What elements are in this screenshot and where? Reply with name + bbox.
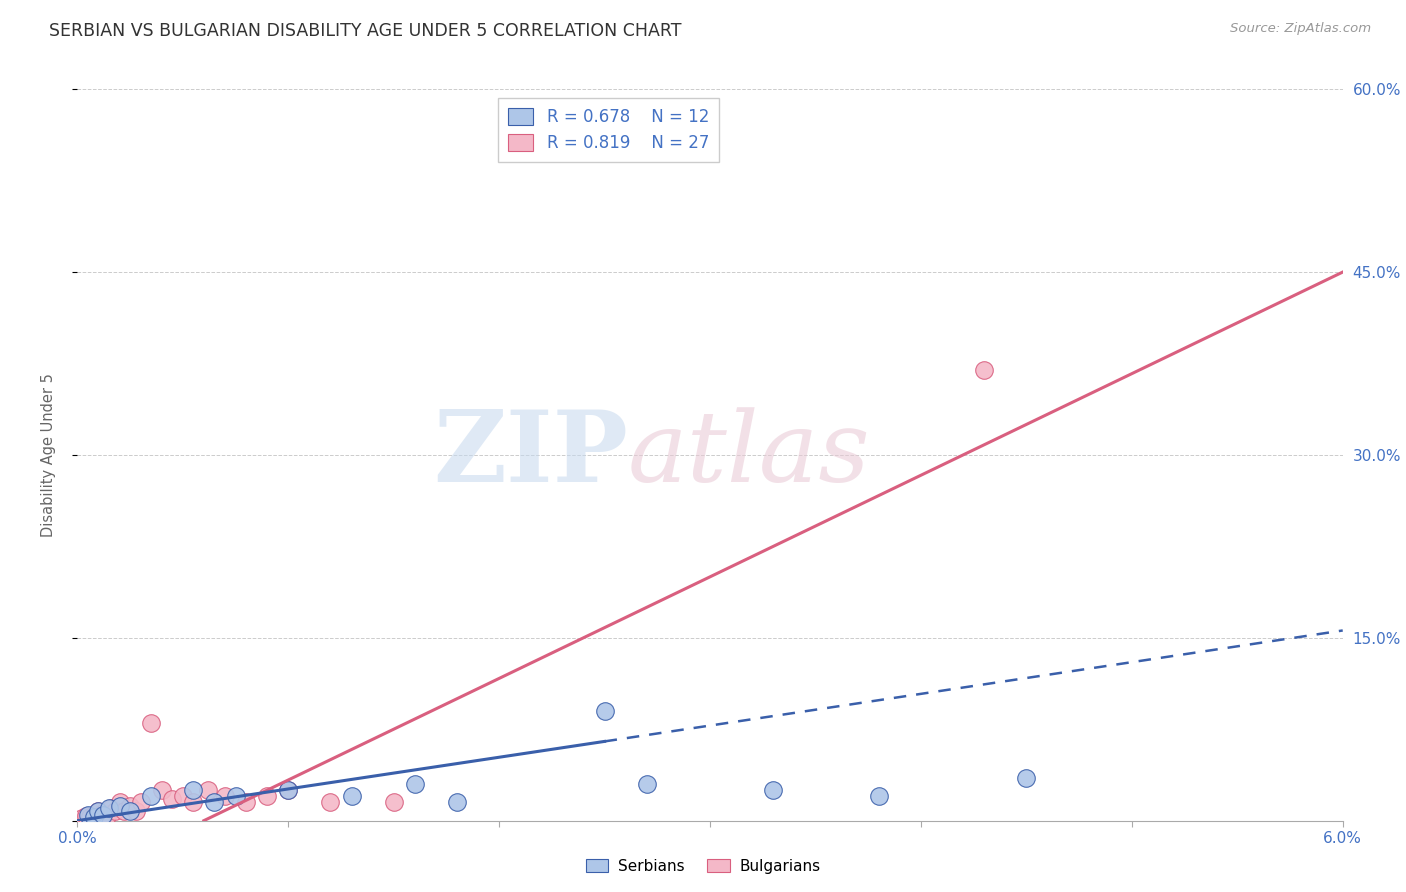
- Point: [70, 811, 93, 825]
- Point: [183, 796, 205, 810]
- Point: [404, 777, 426, 791]
- Point: [256, 789, 278, 804]
- Point: [172, 789, 194, 804]
- Point: [150, 783, 173, 797]
- Point: [96, 809, 118, 823]
- Point: [183, 783, 205, 797]
- Point: [446, 796, 468, 810]
- Point: [340, 789, 363, 804]
- Point: [98, 801, 120, 815]
- Point: [762, 783, 785, 797]
- Text: Source: ZipAtlas.com: Source: ZipAtlas.com: [1230, 22, 1371, 36]
- Point: [319, 796, 342, 810]
- Point: [83, 807, 105, 822]
- Point: [197, 783, 219, 797]
- Point: [120, 804, 141, 818]
- Point: [129, 796, 152, 810]
- Point: [868, 789, 890, 804]
- Point: [204, 796, 226, 810]
- Point: [100, 801, 122, 815]
- Point: [87, 804, 110, 818]
- Point: [104, 804, 127, 818]
- Legend: R = 0.678    N = 12, R = 0.819    N = 27: R = 0.678 N = 12, R = 0.819 N = 27: [499, 97, 718, 162]
- Point: [636, 777, 658, 791]
- Point: [125, 804, 148, 818]
- Point: [112, 804, 135, 818]
- Point: [108, 796, 131, 810]
- Point: [75, 809, 97, 823]
- Point: [593, 704, 616, 718]
- Point: [141, 789, 163, 804]
- Point: [83, 810, 105, 824]
- Point: [91, 807, 114, 822]
- Point: [277, 783, 299, 797]
- Point: [79, 810, 101, 824]
- Legend: Serbians, Bulgarians: Serbians, Bulgarians: [579, 853, 827, 880]
- Point: [973, 362, 995, 376]
- Point: [214, 789, 236, 804]
- Y-axis label: Disability Age Under 5: Disability Age Under 5: [42, 373, 56, 537]
- Point: [76, 807, 98, 822]
- Text: SERBIAN VS BULGARIAN DISABILITY AGE UNDER 5 CORRELATION CHART: SERBIAN VS BULGARIAN DISABILITY AGE UNDE…: [49, 22, 682, 40]
- Point: [141, 716, 163, 731]
- Point: [108, 799, 131, 814]
- Text: ZIP: ZIP: [433, 407, 628, 503]
- Point: [235, 796, 257, 810]
- Point: [277, 783, 299, 797]
- Point: [120, 799, 141, 814]
- Point: [87, 804, 110, 818]
- Point: [91, 806, 114, 821]
- Point: [225, 789, 247, 804]
- Point: [162, 791, 183, 805]
- Point: [1015, 771, 1038, 785]
- Text: atlas: atlas: [628, 408, 870, 502]
- Point: [382, 796, 405, 810]
